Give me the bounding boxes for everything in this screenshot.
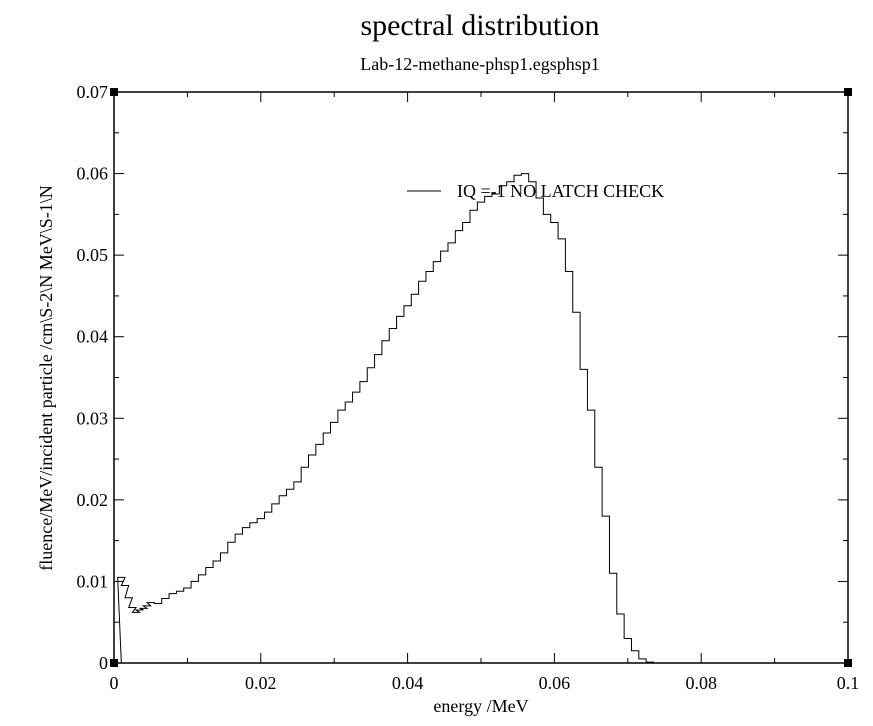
x-tick-label: 0.04 [392, 673, 424, 693]
x-axis-label: energy /MeV [433, 696, 528, 716]
plot-frame [113, 91, 849, 664]
y-tick-label: 0.07 [77, 82, 109, 102]
corner-marker [110, 88, 118, 96]
y-tick-label: 0.06 [77, 164, 109, 184]
legend: IQ =-1 NO LATCH CHECK [407, 181, 664, 201]
corner-marker [844, 88, 852, 96]
x-tick-label: 0.1 [837, 673, 860, 693]
chart-subtitle: Lab-12-methane-phsp1.egsphsp1 [360, 54, 599, 74]
x-tick-label: 0.08 [685, 673, 717, 693]
y-tick-label: 0.05 [77, 245, 109, 265]
y-tick-label: 0.03 [77, 408, 109, 428]
y-tick-label: 0.01 [77, 571, 109, 591]
y-axis-label: fluence/MeV/incident particle /cm\S-2\N … [36, 185, 56, 570]
series-line-iq-minus-1 [114, 173, 661, 664]
x-tick-label: 0.02 [245, 673, 277, 693]
y-tick-label: 0 [99, 653, 108, 673]
x-axis: 0 0.02 0.04 0.06 0.08 0.1 [110, 92, 860, 693]
chart-title: spectral distribution [360, 9, 599, 42]
x-tick-label: 0.06 [539, 673, 571, 693]
corner-markers [110, 88, 852, 667]
corner-marker [844, 659, 852, 667]
x-tick-label: 0 [110, 673, 119, 693]
y-axis: 0 0.01 0.02 0.03 0.04 0.05 0.06 0.07 [77, 82, 848, 673]
y-tick-label: 0.04 [77, 327, 109, 347]
y-tick-label: 0.02 [77, 490, 109, 510]
legend-label: IQ =-1 NO LATCH CHECK [457, 181, 664, 201]
